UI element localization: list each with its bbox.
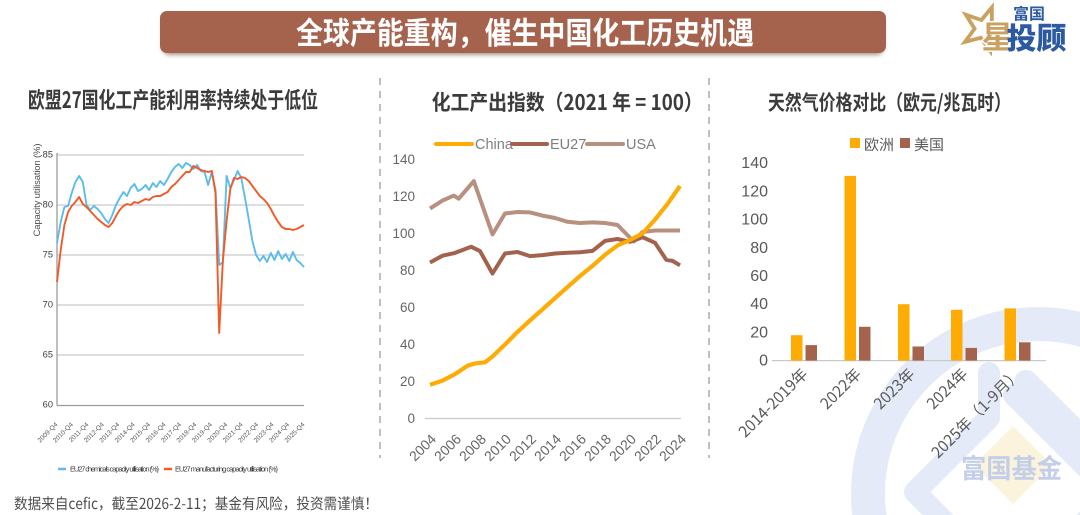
svg-text:120: 120 (741, 183, 768, 200)
svg-text:2016: 2016 (556, 431, 589, 464)
svg-text:60: 60 (400, 300, 415, 315)
svg-text:0: 0 (407, 411, 415, 426)
svg-text:2004: 2004 (406, 431, 439, 464)
svg-text:80: 80 (43, 200, 53, 210)
svg-text:2006: 2006 (431, 431, 464, 464)
svg-text:2008: 2008 (456, 431, 489, 464)
svg-text:40: 40 (400, 337, 415, 352)
svg-text:85: 85 (43, 150, 53, 160)
svg-text:140: 140 (392, 152, 415, 167)
svg-text:140: 140 (741, 155, 768, 172)
svg-text:120: 120 (392, 189, 415, 204)
svg-text:60: 60 (43, 400, 53, 410)
svg-text:EU27 chemicals capacity utilis: EU27 chemicals capacity utilisation (%) (70, 465, 159, 474)
svg-text:EU27: EU27 (550, 137, 586, 153)
svg-text:65: 65 (43, 350, 53, 360)
svg-text:70: 70 (43, 300, 53, 310)
svg-text:20: 20 (400, 374, 415, 389)
svg-text:100: 100 (392, 226, 415, 241)
svg-text:Capacity utilisation (%): Capacity utilisation (%) (32, 144, 43, 237)
svg-text:2010: 2010 (481, 431, 514, 464)
svg-text:2024: 2024 (656, 431, 689, 464)
svg-text:2022: 2022 (631, 431, 664, 464)
svg-text:40: 40 (750, 296, 768, 313)
svg-text:100: 100 (741, 212, 768, 229)
svg-text:EU27 manufacturing capacity ut: EU27 manufacturing capacity utilisation … (175, 465, 278, 474)
svg-text:75: 75 (43, 250, 53, 260)
svg-text:80: 80 (400, 263, 415, 278)
svg-text:2018: 2018 (581, 431, 614, 464)
svg-text:2014: 2014 (531, 431, 564, 464)
svg-text:0: 0 (759, 353, 768, 370)
svg-text:80: 80 (750, 240, 768, 257)
svg-text:USA: USA (626, 137, 656, 153)
svg-text:2012: 2012 (506, 431, 539, 464)
svg-text:2020: 2020 (606, 431, 639, 464)
svg-text:60: 60 (750, 268, 768, 285)
svg-text:20: 20 (750, 324, 768, 341)
svg-text:China: China (475, 137, 514, 153)
